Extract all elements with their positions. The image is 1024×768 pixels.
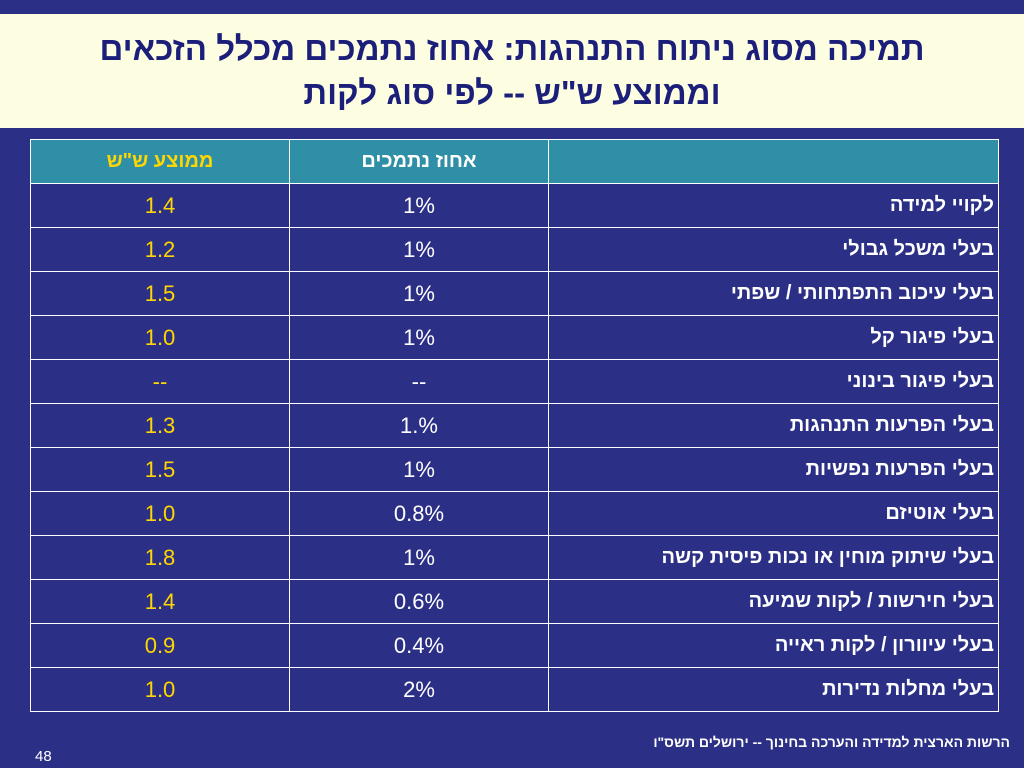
row-category: בעלי חירשות / לקות שמיעה: [548, 579, 999, 624]
row-average: 1.8: [30, 535, 290, 580]
slide-title-line-2: וממוצע ש"ש -- לפי סוג לקות: [303, 74, 721, 111]
header-average: ממוצע ש"ש: [30, 139, 290, 184]
row-percent: 0.6%: [289, 579, 549, 624]
row-percent: 1%: [289, 315, 549, 360]
table-row: בעלי מחלות נדירות 2% 1.0: [30, 667, 999, 712]
row-percent: 1%: [289, 535, 549, 580]
table-row: בעלי עיוורון / לקות ראייה 0.4% 0.9: [30, 623, 999, 668]
header-category: [548, 139, 999, 184]
table-row: בעלי פיגור קל 1% 1.0: [30, 315, 999, 360]
table-row: בעלי שיתוק מוחין או נכות פיסית קשה 1% 1.…: [30, 535, 999, 580]
row-percent: 2%: [289, 667, 549, 712]
row-category: בעלי עיוורון / לקות ראייה: [548, 623, 999, 668]
row-average: 1.4: [30, 183, 290, 228]
source-footnote: הרשות הארצית למדידה והערכה בחינוך -- ירו…: [653, 734, 1010, 750]
row-average: 1.5: [30, 271, 290, 316]
row-category: בעלי משכל גבולי: [548, 227, 999, 272]
table-row: בעלי חירשות / לקות שמיעה 0.6% 1.4: [30, 579, 999, 624]
row-average: 1.0: [30, 315, 290, 360]
row-percent: 1%: [289, 271, 549, 316]
table-row: לקויי למידה 1% 1.4: [30, 183, 999, 228]
row-category: בעלי פיגור קל: [548, 315, 999, 360]
slide-title-line-1: תמיכה מסוג ניתוח התנהגות: אחוז נתמכים מכ…: [99, 30, 925, 67]
row-percent: 0.4%: [289, 623, 549, 668]
row-category: בעלי הפרעות נפשיות: [548, 447, 999, 492]
row-percent: 1%: [289, 227, 549, 272]
table-row: בעלי עיכוב התפתחותי / שפתי 1% 1.5: [30, 271, 999, 316]
data-table-container: אחוז נתמכים ממוצע ש"ש לקויי למידה 1% 1.4…: [30, 139, 999, 712]
row-percent: 1%: [289, 183, 549, 228]
page-number: 48: [35, 748, 52, 765]
row-category: בעלי עיכוב התפתחותי / שפתי: [548, 271, 999, 316]
row-average: 1.3: [30, 403, 290, 448]
row-category: בעלי פיגור בינוני: [548, 359, 999, 404]
support-data-table: אחוז נתמכים ממוצע ש"ש לקויי למידה 1% 1.4…: [30, 139, 999, 712]
table-row: בעלי משכל גבולי 1% 1.2: [30, 227, 999, 272]
row-average: --: [30, 359, 290, 404]
table-row: בעלי אוטיזם 0.8% 1.0: [30, 491, 999, 536]
row-category: בעלי אוטיזם: [548, 491, 999, 536]
row-percent: %.1: [289, 403, 549, 448]
row-percent: --: [289, 359, 549, 404]
row-average: 1.2: [30, 227, 290, 272]
header-percent: אחוז נתמכים: [289, 139, 549, 184]
table-row: בעלי פיגור בינוני -- --: [30, 359, 999, 404]
row-category: בעלי מחלות נדירות: [548, 667, 999, 712]
row-average: 1.4: [30, 579, 290, 624]
row-average: 1.5: [30, 447, 290, 492]
row-category: בעלי הפרעות התנהגות: [548, 403, 999, 448]
table-row: בעלי הפרעות נפשיות 1% 1.5: [30, 447, 999, 492]
row-percent: 0.8%: [289, 491, 549, 536]
row-category: בעלי שיתוק מוחין או נכות פיסית קשה: [548, 535, 999, 580]
row-average: 0.9: [30, 623, 290, 668]
row-percent: 1%: [289, 447, 549, 492]
row-average: 1.0: [30, 491, 290, 536]
row-category: לקויי למידה: [548, 183, 999, 228]
table-header-row: אחוז נתמכים ממוצע ש"ש: [30, 139, 999, 184]
row-average: 1.0: [30, 667, 290, 712]
table-row: בעלי הפרעות התנהגות %.1 1.3: [30, 403, 999, 448]
title-band: תמיכה מסוג ניתוח התנהגות: אחוז נתמכים מכ…: [0, 14, 1024, 128]
